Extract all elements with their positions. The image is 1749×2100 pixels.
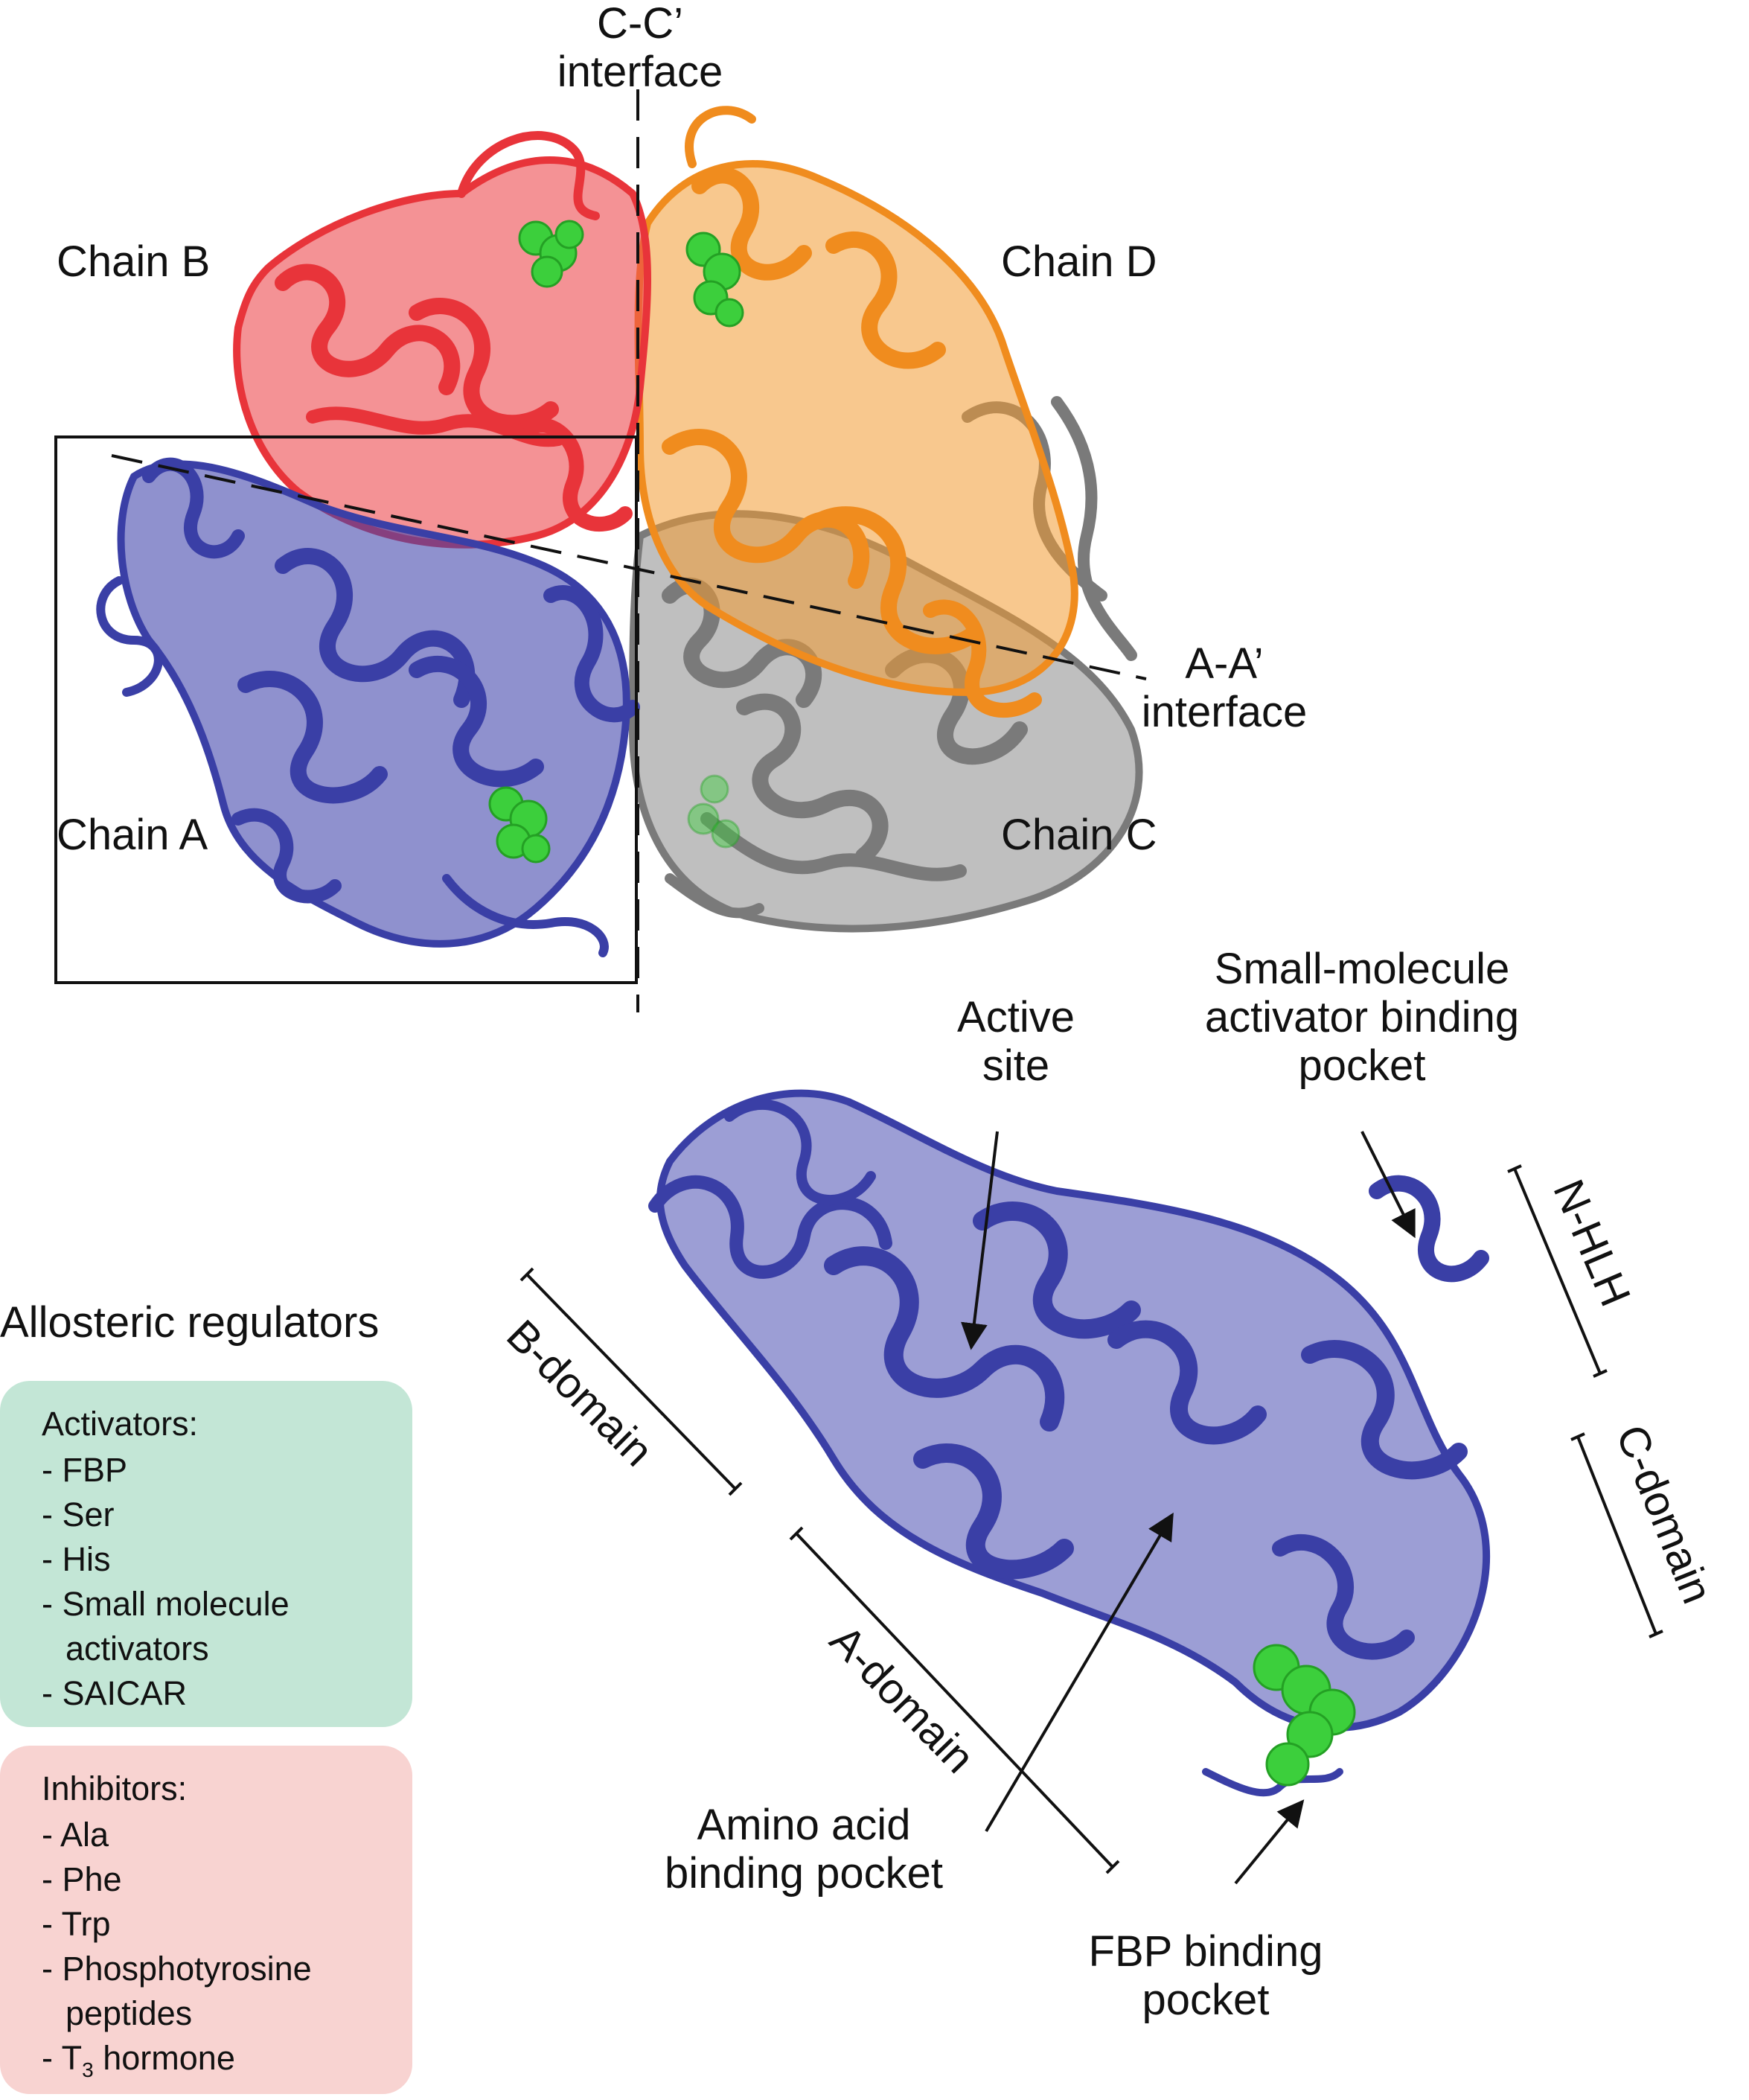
cc-interface-line2: interface (557, 47, 723, 96)
chain-d-ribbon (634, 106, 1078, 718)
inhibitor-item: - Phe (42, 1860, 122, 1898)
fbp-pocket-label: FBP binding pocket (1049, 1927, 1362, 2025)
t3-prefix: - T (42, 2039, 83, 2077)
chain-a-ribbon (96, 457, 640, 957)
inhibitor-item-t3: - T3 hormone (42, 2036, 412, 2093)
aa-interface-label: A-A’ interface (1116, 639, 1332, 737)
chain-a-zoom-box (54, 435, 638, 984)
chain-b-label: Chain B (57, 237, 211, 286)
monomer-fbp-ligand (1253, 1644, 1356, 1787)
annotation-arrows (961, 1131, 1416, 1885)
amino-acid-pocket-line2: binding pocket (664, 1848, 944, 1898)
cc-interface-line1: C-C’ (597, 0, 683, 48)
inhibitor-item: - Phosphotyrosine (42, 1950, 312, 1988)
aa-interface-line1: A-A’ (1185, 639, 1264, 688)
fbp-ligands (488, 220, 744, 864)
regulators-title: Allosteric regulators (0, 1298, 380, 1347)
active-site-label: Active site (915, 993, 1116, 1091)
tetramer-structure (54, 89, 1147, 1012)
activator-pocket-label: Small-molecule activator binding pocket (1161, 945, 1563, 1091)
activator-item: - Ser (42, 1496, 115, 1533)
chain-c-label: Chain C (1001, 811, 1157, 859)
cc-interface-label: C-C’ interface (506, 0, 774, 97)
domain-brackets (519, 1164, 1663, 1874)
fbp-pocket-line2: pocket (1142, 1975, 1270, 2024)
aa-interface-line2: interface (1141, 687, 1308, 736)
inhibitor-item-continuation: peptides (65, 1994, 193, 2032)
activator-pocket-line2: activator binding (1204, 992, 1520, 1041)
activator-item: - His (42, 1540, 111, 1578)
activator-item: - Small molecule (42, 1585, 290, 1623)
t3-subscript: 3 (82, 2058, 94, 2081)
inhibitor-item: - Ala (42, 1816, 109, 1854)
monomer-structure (648, 1089, 1491, 1797)
activator-item-continuation: activators (65, 1630, 209, 1667)
chain-b-ribbon (233, 131, 651, 549)
active-site-line1: Active (957, 993, 1075, 1041)
activator-item: - SAICAR (42, 1674, 188, 1712)
t3-suffix: hormone (93, 2039, 235, 2077)
inhibitors-heading: Inhibitors: (42, 1769, 188, 1807)
inhibitors-box: Inhibitors: - Ala - Phe - Trp - Phosphot… (0, 1746, 412, 2094)
inhibitor-item: - Trp (42, 1905, 111, 1943)
active-site-line2: site (982, 1041, 1050, 1090)
activator-item: - FBP (42, 1451, 128, 1489)
activators-heading: Activators: (42, 1405, 199, 1443)
chain-a-label: Chain A (57, 811, 208, 859)
aa-interface-line (111, 454, 1147, 680)
chain-d-label: Chain D (1001, 237, 1157, 286)
activator-pocket-line3: pocket (1298, 1041, 1426, 1090)
amino-acid-pocket-line1: Amino acid (697, 1801, 911, 1849)
amino-acid-pocket-label: Amino acid binding pocket (625, 1801, 982, 1898)
fbp-pocket-line1: FBP binding (1088, 1927, 1323, 1976)
activator-pocket-line1: Small-molecule (1214, 945, 1510, 993)
activators-box: Activators: - FBP - Ser - His - Small mo… (0, 1381, 412, 1727)
